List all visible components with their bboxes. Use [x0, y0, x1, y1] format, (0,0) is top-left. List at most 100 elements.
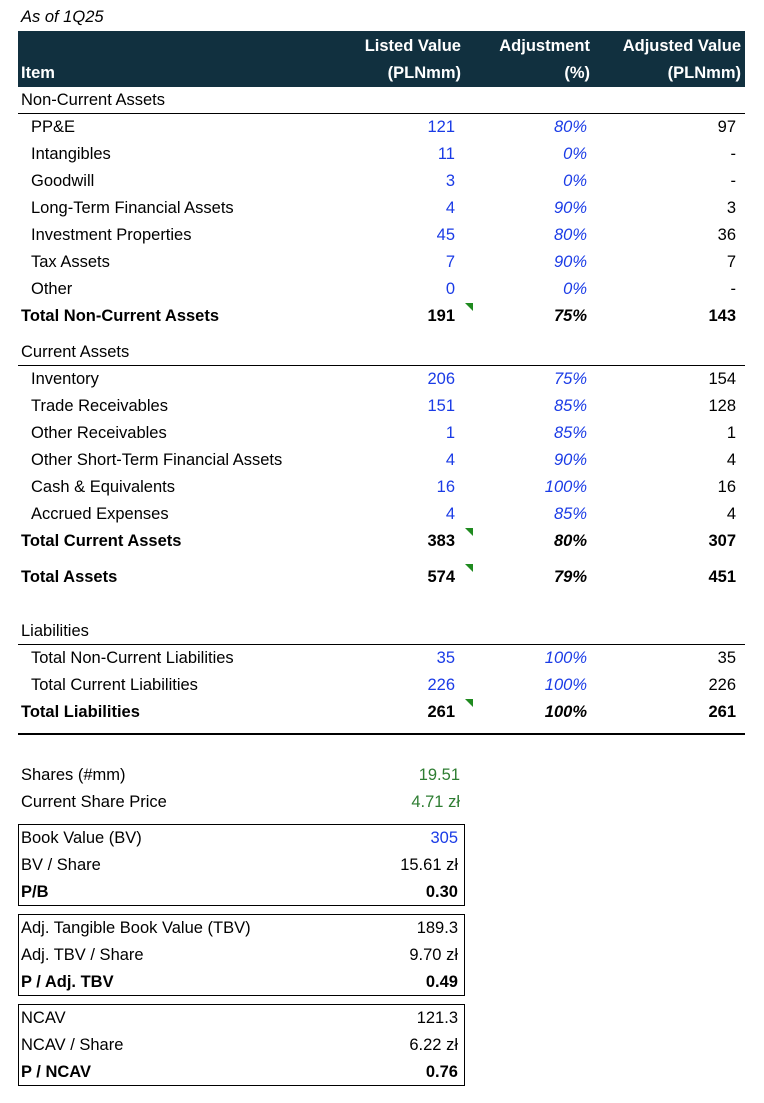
adjustment: 100% — [544, 676, 587, 694]
row-label: Intangibles — [31, 145, 111, 163]
row-label: Inventory — [31, 370, 99, 388]
box-label: NCAV — [21, 1009, 66, 1027]
adjustment: 80% — [553, 532, 587, 550]
row-label: Trade Receivables — [31, 397, 168, 415]
rule — [18, 733, 745, 735]
box-value: 189.3 — [416, 919, 458, 937]
rule — [18, 113, 745, 114]
adjustment: 75% — [553, 370, 587, 388]
total-label: Total Current Assets — [21, 532, 182, 550]
box-label: NCAV / Share — [21, 1036, 124, 1054]
box-label: P / NCAV — [21, 1063, 91, 1081]
valuation-box — [18, 914, 465, 996]
listed-value: 383 — [427, 532, 455, 550]
listed-value: 226 — [427, 676, 455, 694]
listed-value: 35 — [436, 649, 455, 667]
row-label: Total Current Liabilities — [31, 676, 198, 694]
total-label: Total Liabilities — [21, 703, 140, 721]
section-title: Liabilities — [21, 622, 89, 640]
share-value: 4.71 zł — [411, 793, 460, 811]
column-header: Adjustment — [499, 37, 590, 55]
adjusted-value: 7 — [726, 253, 736, 271]
row-label: Goodwill — [31, 172, 95, 190]
adjusted-value: - — [730, 280, 737, 298]
adjustment: 85% — [553, 397, 587, 415]
listed-value: 16 — [436, 478, 455, 496]
adjusted-value: 143 — [708, 307, 736, 325]
box-value: 0.76 — [425, 1063, 458, 1081]
comment-marker — [465, 564, 473, 572]
row-label: PP&E — [31, 118, 76, 136]
box-label: Adj. Tangible Book Value (TBV) — [21, 919, 251, 937]
box-label: P / Adj. TBV — [21, 973, 114, 991]
adjustment: 100% — [544, 478, 587, 496]
comment-marker — [465, 303, 473, 311]
box-value: 305 — [430, 829, 458, 847]
adjusted-value: 97 — [717, 118, 736, 136]
share-label: Shares (#mm) — [21, 766, 126, 784]
adjustment: 90% — [553, 253, 587, 271]
listed-value: 4 — [445, 505, 455, 523]
adjusted-value: - — [730, 145, 737, 163]
comment-marker — [465, 528, 473, 536]
box-value: 9.70 zł — [409, 946, 458, 964]
row-label: Other Short-Term Financial Assets — [31, 451, 283, 469]
listed-value: 1 — [445, 424, 455, 442]
row-label: Cash & Equivalents — [31, 478, 175, 496]
box-value: 0.30 — [425, 883, 458, 901]
adjusted-value: 128 — [708, 397, 736, 415]
adjusted-value: 4 — [726, 505, 736, 523]
row-label: Investment Properties — [31, 226, 192, 244]
adjustment: 85% — [553, 505, 587, 523]
adjusted-value: 261 — [708, 703, 736, 721]
adjustment: 80% — [553, 118, 587, 136]
row-label: Long-Term Financial Assets — [31, 199, 234, 217]
column-header: (PLNmm) — [387, 64, 461, 82]
adjustment: 100% — [544, 703, 587, 721]
section-title: Non-Current Assets — [21, 91, 165, 109]
listed-value: 261 — [427, 703, 455, 721]
subtitle: As of 1Q25 — [21, 8, 104, 26]
box-label: Adj. TBV / Share — [21, 946, 144, 964]
listed-value: 121 — [427, 118, 455, 136]
box-value: 6.22 zł — [409, 1036, 458, 1054]
column-header: (%) — [564, 64, 590, 82]
column-header: (PLNmm) — [667, 64, 741, 82]
row-label: Total Non-Current Liabilities — [31, 649, 234, 667]
share-label: Current Share Price — [21, 793, 167, 811]
listed-value: 191 — [427, 307, 455, 325]
adjusted-value: 16 — [717, 478, 736, 496]
listed-value: 11 — [437, 145, 455, 163]
valuation-box — [18, 824, 465, 906]
adjustment: 90% — [553, 199, 587, 217]
adjusted-value: 154 — [708, 370, 736, 388]
adjusted-value: 3 — [726, 199, 736, 217]
share-value: 19.51 — [418, 766, 460, 784]
adjustment: 0% — [563, 145, 587, 163]
box-value: 15.61 zł — [400, 856, 458, 874]
rule — [18, 365, 745, 366]
adjusted-value: 4 — [726, 451, 736, 469]
row-label: Accrued Expenses — [31, 505, 169, 523]
adjusted-value: 226 — [708, 676, 736, 694]
listed-value: 3 — [445, 172, 455, 190]
box-label: P/B — [21, 883, 49, 901]
valuation-box — [18, 1004, 465, 1086]
listed-value: 574 — [427, 568, 455, 586]
listed-value: 4 — [445, 451, 455, 469]
row-label: Other — [31, 280, 73, 298]
rule — [18, 644, 745, 645]
box-value: 0.49 — [425, 973, 458, 991]
adjustment: 0% — [563, 172, 587, 190]
adjusted-value: 1 — [726, 424, 736, 442]
total-label: Total Assets — [21, 568, 118, 586]
adjustment: 90% — [553, 451, 587, 469]
box-value: 121.3 — [416, 1009, 458, 1027]
adjustment: 80% — [553, 226, 587, 244]
column-header: Adjusted Value — [622, 37, 741, 55]
row-label: Other Receivables — [31, 424, 167, 442]
box-label: BV / Share — [21, 856, 101, 874]
adjustment: 100% — [544, 649, 587, 667]
box-label: Book Value (BV) — [21, 829, 142, 847]
